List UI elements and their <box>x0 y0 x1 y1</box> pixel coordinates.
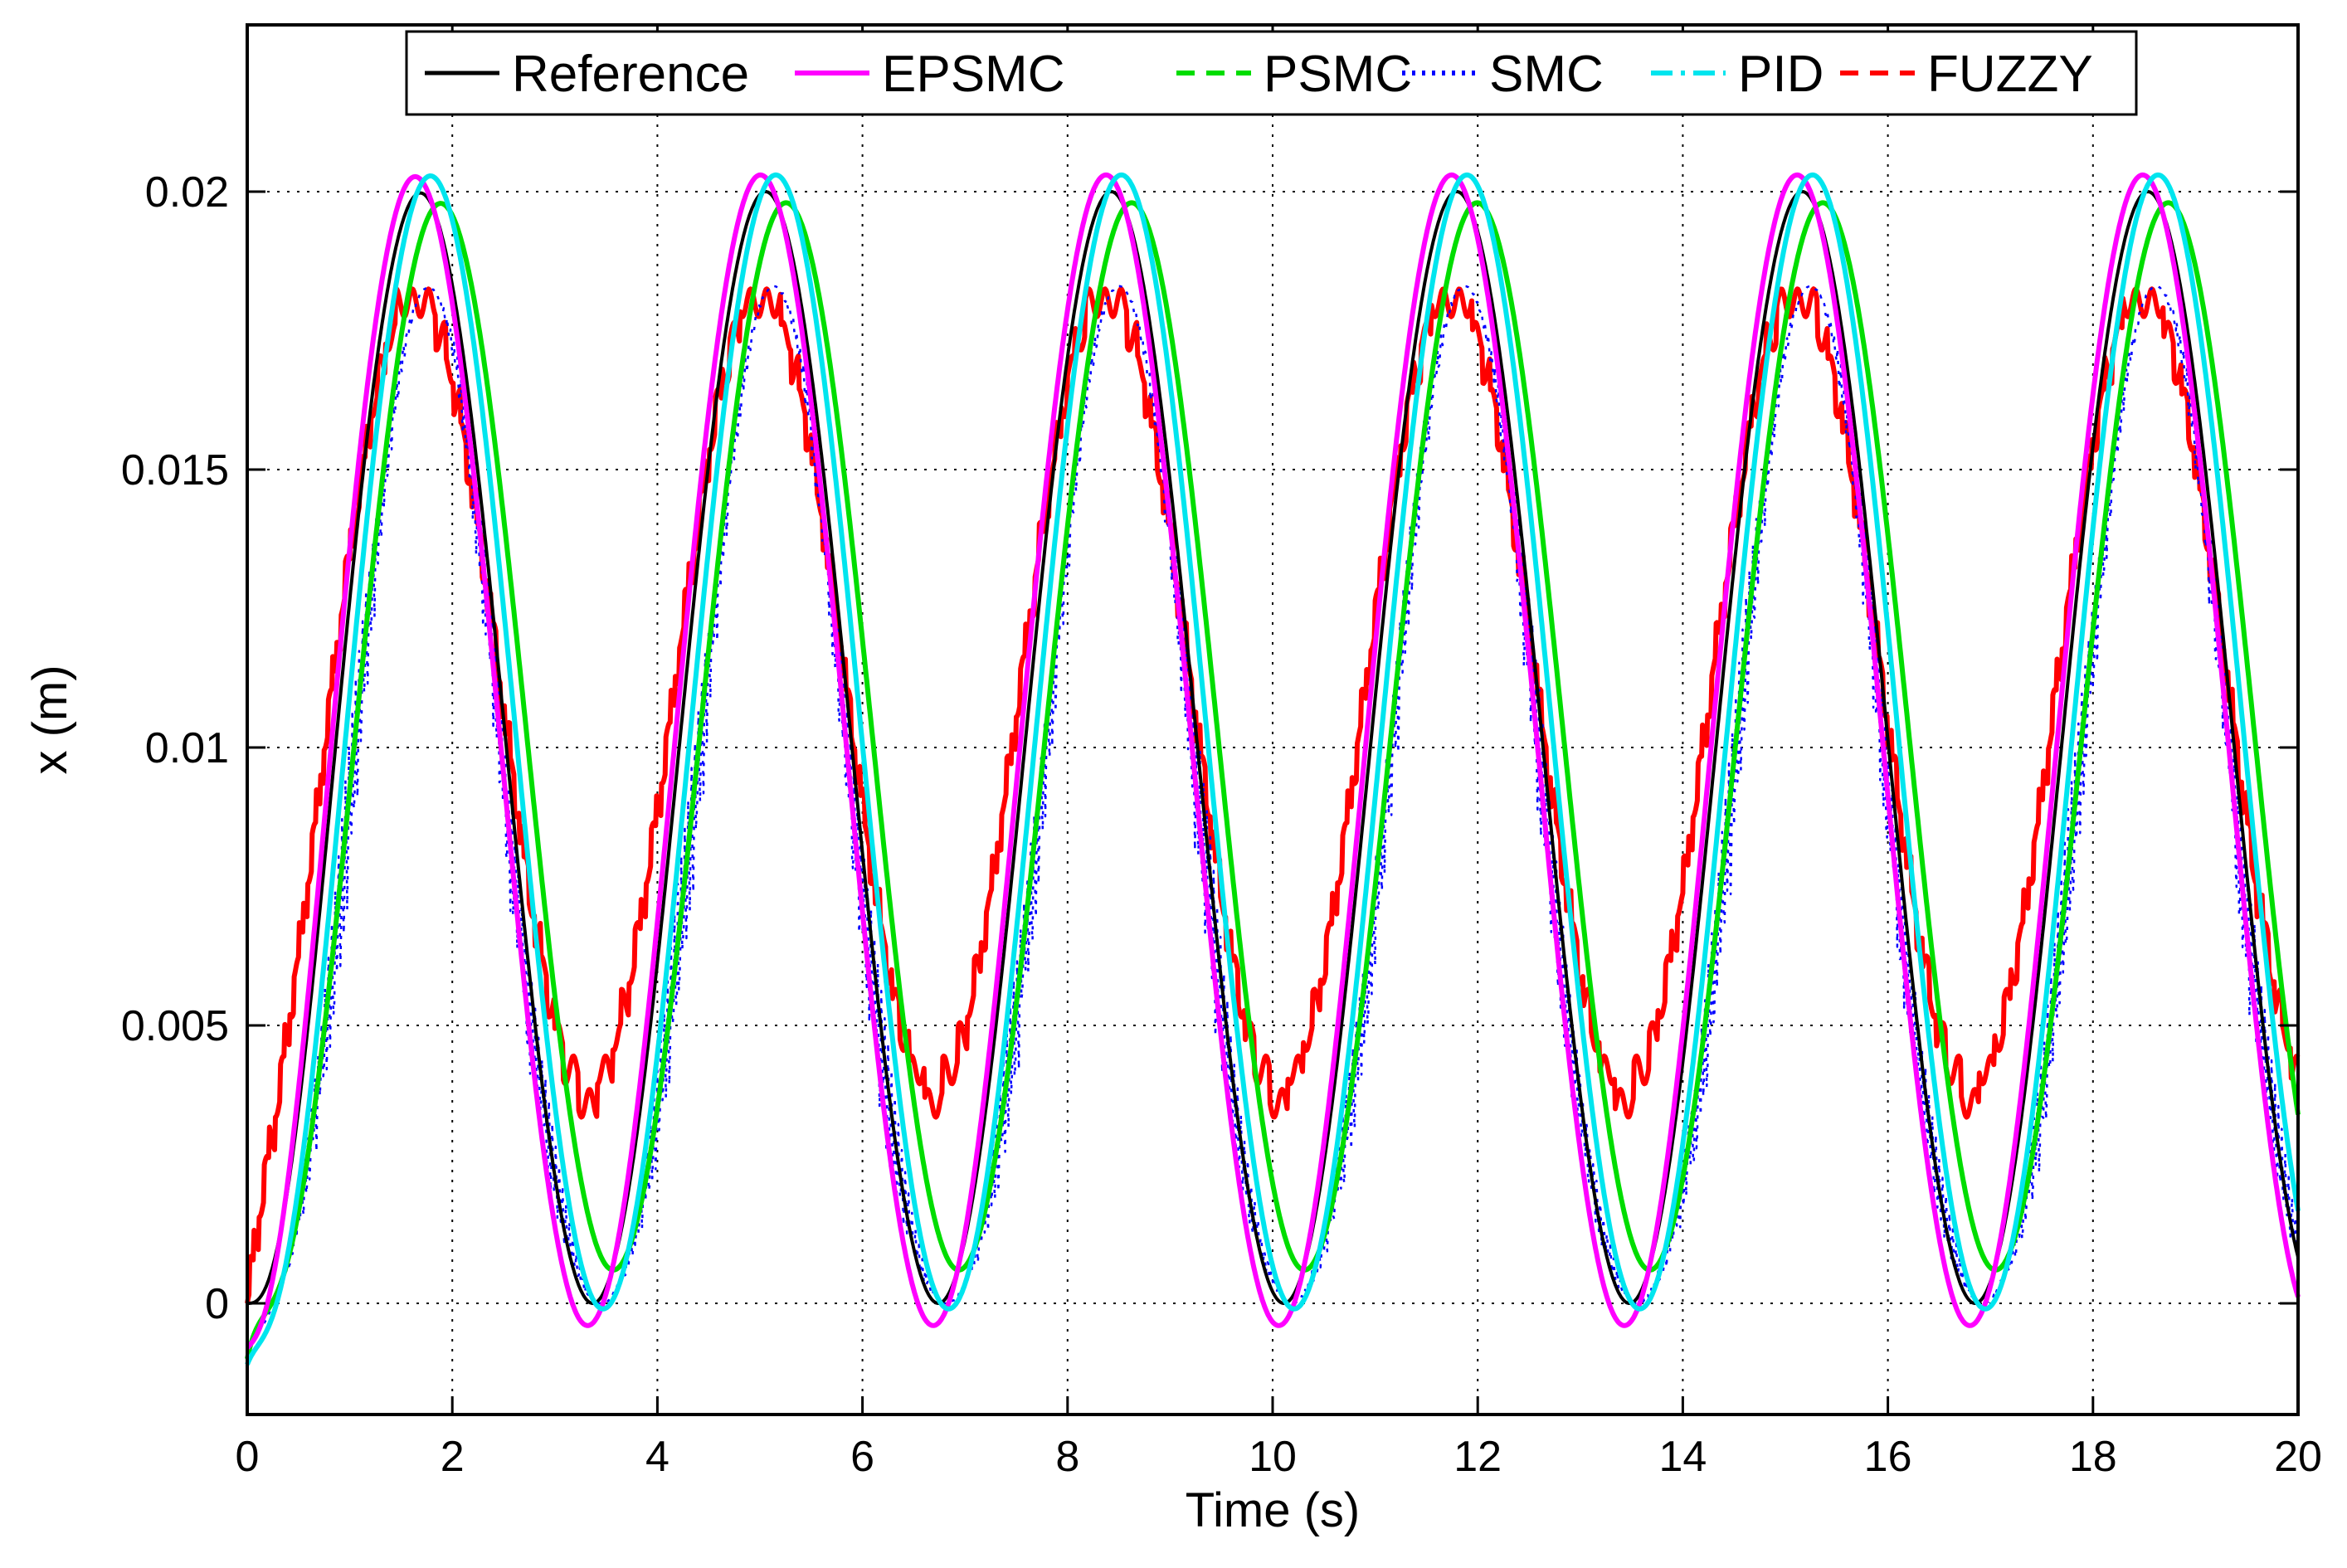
legend-label-reference: Reference <box>512 46 749 103</box>
series-layer <box>245 172 2301 1366</box>
x-tick-label: 4 <box>645 1433 670 1481</box>
x-axis-label: Time (s) <box>1186 1483 1360 1537</box>
x-tick-label: 18 <box>2069 1433 2117 1481</box>
series-line-epsmc <box>245 172 2301 1350</box>
y-tick-label: 0 <box>205 1280 229 1328</box>
legend: Reference EPSMC PSMC SMC PID FUZZY <box>405 30 2138 116</box>
x-tick-label: 12 <box>1453 1433 1502 1481</box>
series-line-fuzzy <box>245 286 2301 1304</box>
x-tick-label: 6 <box>850 1433 874 1481</box>
x-tick-label: 20 <box>2274 1433 2322 1481</box>
legend-label-smc: SMC <box>1489 46 1604 103</box>
x-tick-label: 14 <box>1658 1433 1707 1481</box>
x-tick-label: 16 <box>1864 1433 1912 1481</box>
x-tick-label: 0 <box>236 1433 260 1481</box>
tick-labels: 0 2 4 6 8 10 12 14 16 18 20 0 0.005 0.01 0.015 0.02 <box>121 168 2322 1481</box>
legend-label-fuzzy: FUZZY <box>1927 46 2093 103</box>
y-tick-label: 0.015 <box>121 446 229 494</box>
legend-label-psmc: PSMC <box>1264 46 1412 103</box>
y-tick-label: 0.02 <box>145 168 229 217</box>
y-tick-label: 0.01 <box>145 724 229 772</box>
series-line-pid <box>245 172 2301 1366</box>
x-tick-label: 2 <box>441 1433 465 1481</box>
x-tick-label: 10 <box>1249 1433 1297 1481</box>
series-line-psmc <box>245 200 2301 1360</box>
series-line-reference <box>246 190 2300 1305</box>
legend-label-pid: PID <box>1738 46 1824 103</box>
x-tick-label: 8 <box>1055 1433 1079 1481</box>
y-tick-label: 0.005 <box>121 1002 229 1050</box>
y-axis-label: x (m) <box>23 665 77 774</box>
legend-label-epsmc: EPSMC <box>882 46 1064 103</box>
grid <box>247 25 2298 1415</box>
